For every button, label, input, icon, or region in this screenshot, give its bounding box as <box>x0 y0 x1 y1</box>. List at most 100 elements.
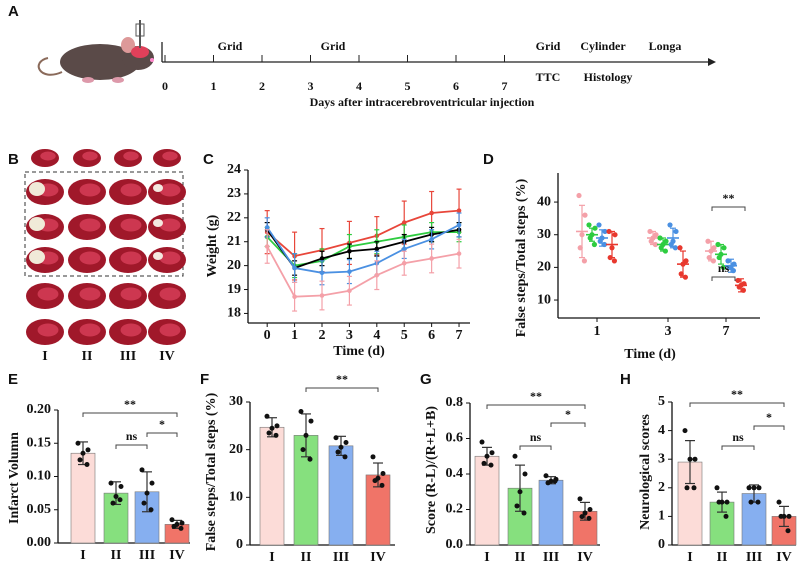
point <box>169 517 175 523</box>
point <box>141 500 147 506</box>
point <box>723 513 729 519</box>
point <box>372 478 378 484</box>
y-tick-label: 24 <box>227 162 241 177</box>
x-tick-label: II <box>111 548 122 563</box>
brain-slice-highlight <box>159 287 181 301</box>
y-tick-label: 5 <box>658 394 665 409</box>
point <box>684 485 690 491</box>
timeline-event: Grid <box>218 39 243 53</box>
point <box>308 418 314 424</box>
x-tick-label: I <box>687 550 692 565</box>
point <box>484 453 490 459</box>
significance-bracket <box>82 412 178 417</box>
timeline-day: 5 <box>405 79 411 93</box>
infarct <box>29 250 45 264</box>
point <box>720 264 727 270</box>
x-tick-label: II <box>717 550 728 565</box>
point <box>374 246 380 252</box>
brain-slice-highlight <box>120 287 142 301</box>
point <box>586 222 592 228</box>
significance-bracket <box>486 404 586 409</box>
point <box>274 423 280 429</box>
point <box>266 430 272 436</box>
timeline-day: 2 <box>259 79 265 93</box>
brain-slice-highlight <box>37 287 59 301</box>
significance-bracket <box>115 444 148 449</box>
y-tick-label: 2 <box>658 480 665 495</box>
point <box>273 432 279 438</box>
point <box>118 483 124 489</box>
point <box>319 270 325 276</box>
x-tick-label: III <box>139 548 155 563</box>
point <box>612 232 618 238</box>
point <box>429 237 434 242</box>
y-tick-label: 20 <box>537 260 551 275</box>
point <box>264 413 270 419</box>
bar <box>70 452 96 544</box>
x-tick-label: II <box>301 550 312 565</box>
x-axis-label: Time (d) <box>624 347 676 362</box>
line <box>266 231 460 267</box>
point <box>691 485 697 491</box>
line <box>266 209 460 258</box>
point <box>370 454 376 460</box>
x-tick-label: I <box>484 550 489 565</box>
significance-bracket <box>689 402 785 407</box>
point <box>755 499 761 505</box>
point <box>522 471 528 477</box>
significance-label: * <box>766 410 772 424</box>
point <box>84 462 90 468</box>
x-tick-label: IV <box>169 548 185 563</box>
significance-bracket <box>721 445 755 450</box>
brain-slice-highlight <box>40 151 56 161</box>
point <box>264 244 270 249</box>
point <box>456 251 462 256</box>
point <box>303 432 309 438</box>
point <box>374 272 380 278</box>
panel-label: H <box>620 371 631 388</box>
timeline-axis-label: Days after intracerebroventricular injec… <box>310 95 535 109</box>
point <box>75 440 81 446</box>
point <box>514 503 520 509</box>
point <box>456 222 462 228</box>
bar <box>474 455 500 546</box>
point <box>171 523 177 529</box>
x-tick-label: 1 <box>594 324 601 339</box>
timeline-event: TTC <box>536 70 561 84</box>
point <box>611 258 618 264</box>
brain-slice-highlight <box>123 151 139 161</box>
y-tick-label: 0.15 <box>27 435 52 450</box>
brain-slice-highlight <box>79 218 101 232</box>
point <box>113 493 119 499</box>
line <box>266 246 460 298</box>
point <box>139 467 145 473</box>
point <box>582 510 588 516</box>
x-tick-label: 0 <box>264 328 271 343</box>
point <box>379 482 385 488</box>
point <box>110 500 116 506</box>
timeline-day: 1 <box>211 79 217 93</box>
point <box>582 212 588 218</box>
brain-slice-highlight <box>79 251 101 265</box>
x-tick-label: IV <box>370 550 386 565</box>
y-axis-label: False steps/Total steps (%) <box>514 178 529 337</box>
y-tick-label: 30 <box>229 394 243 409</box>
point <box>319 256 325 261</box>
y-tick-label: 0.2 <box>446 502 464 517</box>
significance-label: ns <box>732 430 744 444</box>
x-tick-label: I <box>269 550 274 565</box>
y-tick-label: 0 <box>658 537 665 552</box>
point <box>682 428 688 434</box>
significance-label: ns <box>126 429 138 443</box>
timeline-event: Cylinder <box>580 39 626 53</box>
point <box>343 440 349 446</box>
y-tick-label: 22 <box>227 210 241 225</box>
panel-label: C <box>203 151 214 168</box>
point <box>264 225 270 230</box>
point <box>178 525 184 531</box>
x-tick-label: 4 <box>373 328 380 343</box>
point <box>543 473 549 479</box>
y-tick-label: 0.00 <box>27 535 52 550</box>
brain-slice-highlight <box>79 287 101 301</box>
